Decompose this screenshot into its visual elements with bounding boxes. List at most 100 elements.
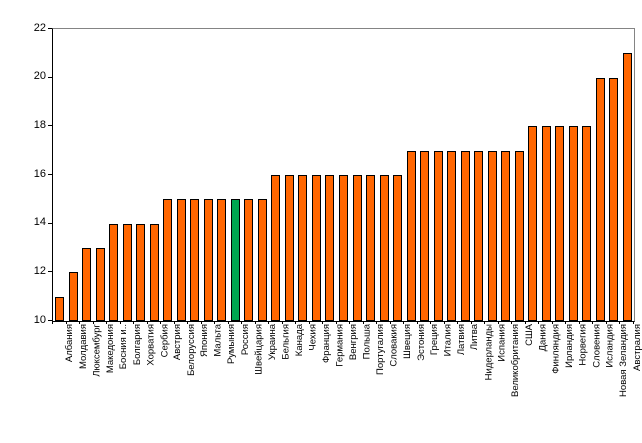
y-tick-label-22: 22 bbox=[33, 21, 46, 34]
y-tick-label-10: 10 bbox=[33, 313, 46, 326]
x-tick-label-Эстония: Эстония bbox=[415, 324, 427, 361]
y-tick-label-14: 14 bbox=[33, 216, 46, 229]
x-tick-label-Австралия: Австралия bbox=[631, 324, 642, 371]
bar-Италия bbox=[433, 151, 443, 321]
x-tick-label-США: США bbox=[523, 324, 535, 346]
bar-Румыния bbox=[217, 199, 227, 321]
x-tick-mark bbox=[52, 321, 53, 324]
x-tick-label-Хорватия: Хорватия bbox=[145, 324, 157, 366]
x-tick-label-Словакия: Словакия bbox=[388, 324, 400, 367]
bar-Австрия bbox=[163, 199, 173, 321]
x-tick-label-Ирландия: Ирландия bbox=[564, 324, 576, 368]
x-tick-label-Испания: Испания bbox=[496, 324, 508, 362]
y-tick-label-12: 12 bbox=[33, 264, 46, 277]
x-tick-label-Великобритания: Великобритания bbox=[510, 324, 522, 397]
x-tick-mark bbox=[119, 321, 121, 324]
x-tick-mark bbox=[619, 321, 621, 324]
bar-Бельгия bbox=[271, 175, 281, 321]
x-tick-label-Мальта: Мальта bbox=[212, 324, 224, 357]
bar-Польша bbox=[352, 175, 362, 321]
x-tick-label-Япония: Япония bbox=[199, 324, 211, 357]
x-tick-mark bbox=[106, 321, 108, 324]
x-tick-mark bbox=[187, 321, 189, 324]
x-tick-mark bbox=[457, 321, 459, 324]
bar-Мальта bbox=[203, 199, 213, 321]
plot-area bbox=[52, 28, 635, 322]
x-tick-mark bbox=[214, 321, 216, 324]
x-tick-mark bbox=[538, 321, 540, 324]
x-tick-label-Чехия: Чехия bbox=[307, 324, 319, 351]
x-tick-mark bbox=[605, 321, 607, 324]
bar-Исландия bbox=[595, 78, 605, 321]
x-tick-mark bbox=[79, 321, 81, 324]
y-tick-mark bbox=[48, 76, 52, 78]
x-tick-label-Литва: Литва bbox=[469, 324, 481, 351]
bar-Новая Зеландия bbox=[609, 78, 619, 321]
x-tick-mark bbox=[565, 321, 567, 324]
x-tick-mark bbox=[173, 321, 175, 324]
bar-Россия bbox=[230, 199, 240, 321]
x-tick-label-Греция: Греция bbox=[429, 324, 441, 356]
x-tick-mark bbox=[335, 321, 337, 324]
bar-Украина bbox=[257, 199, 267, 321]
bar-Босния и.. bbox=[109, 224, 119, 321]
bar-Хорватия bbox=[136, 224, 146, 321]
bar-Нидерланды bbox=[474, 151, 484, 321]
bar-Швеция bbox=[393, 175, 403, 321]
bar-Великобритания bbox=[501, 151, 511, 321]
x-tick-label-Швеция: Швеция bbox=[402, 324, 414, 359]
bar-Канада bbox=[284, 175, 294, 321]
bar-Швейцария bbox=[244, 199, 254, 321]
y-tick-label-20: 20 bbox=[33, 70, 46, 83]
x-tick-label-Германия: Германия bbox=[334, 324, 346, 367]
x-tick-mark bbox=[92, 321, 94, 324]
x-tick-label-Латвия: Латвия bbox=[456, 324, 468, 356]
x-tick-label-Белоруссия: Белоруссия bbox=[185, 324, 197, 376]
bar-Норвегия bbox=[568, 126, 578, 321]
x-tick-mark bbox=[362, 321, 364, 324]
bar-Белоруссия bbox=[176, 199, 186, 321]
x-tick-label-Венгрия: Венгрия bbox=[348, 324, 359, 361]
x-tick-label-Болгария: Болгария bbox=[131, 324, 143, 366]
x-tick-label-Финляндия: Финляндия bbox=[550, 324, 562, 374]
x-tick-mark bbox=[511, 321, 513, 324]
x-tick-label-Украина: Украина bbox=[266, 324, 278, 361]
y-tick-label-18: 18 bbox=[33, 118, 46, 131]
x-tick-label-Италия: Италия bbox=[442, 324, 454, 357]
x-tick-mark bbox=[633, 321, 634, 324]
x-tick-label-Исландия: Исландия bbox=[604, 324, 616, 368]
x-tick-mark bbox=[281, 321, 283, 324]
x-tick-label-Австрия: Австрия bbox=[172, 324, 184, 361]
x-tick-label-Польша: Польша bbox=[361, 324, 373, 360]
bar-Австралия bbox=[622, 53, 632, 321]
x-tick-label-Словения: Словения bbox=[591, 324, 603, 368]
x-tick-label-Молдавия: Молдавия bbox=[77, 324, 89, 369]
bar-Болгария bbox=[122, 224, 132, 321]
x-tick-mark bbox=[200, 321, 202, 324]
bar-Македония bbox=[95, 248, 105, 321]
bar-Чехия bbox=[298, 175, 308, 321]
x-tick-mark bbox=[160, 321, 162, 324]
x-tick-mark bbox=[497, 321, 499, 324]
bar-Дания bbox=[528, 126, 538, 321]
y-tick-mark bbox=[48, 28, 52, 29]
x-tick-mark bbox=[241, 321, 243, 324]
x-tick-label-Швейцария: Швейцария bbox=[253, 324, 265, 375]
bar-Ирландия bbox=[555, 126, 565, 321]
bar-Германия bbox=[325, 175, 335, 321]
x-tick-label-Сербия: Сербия bbox=[158, 324, 170, 358]
bar-США bbox=[514, 151, 524, 321]
x-tick-mark bbox=[65, 321, 67, 324]
x-tick-mark bbox=[322, 321, 324, 324]
bar-Эстония bbox=[406, 151, 416, 321]
bar-Молдавия bbox=[68, 272, 78, 321]
x-tick-mark bbox=[349, 321, 351, 324]
y-tick-mark bbox=[48, 271, 52, 273]
x-tick-mark bbox=[551, 321, 553, 324]
x-tick-mark bbox=[376, 321, 378, 324]
bar-Сербия bbox=[149, 224, 159, 321]
x-tick-label-Канада: Канада bbox=[293, 324, 305, 357]
x-tick-label-Португалия: Португалия bbox=[375, 324, 387, 375]
bar-Финляндия bbox=[541, 126, 551, 321]
